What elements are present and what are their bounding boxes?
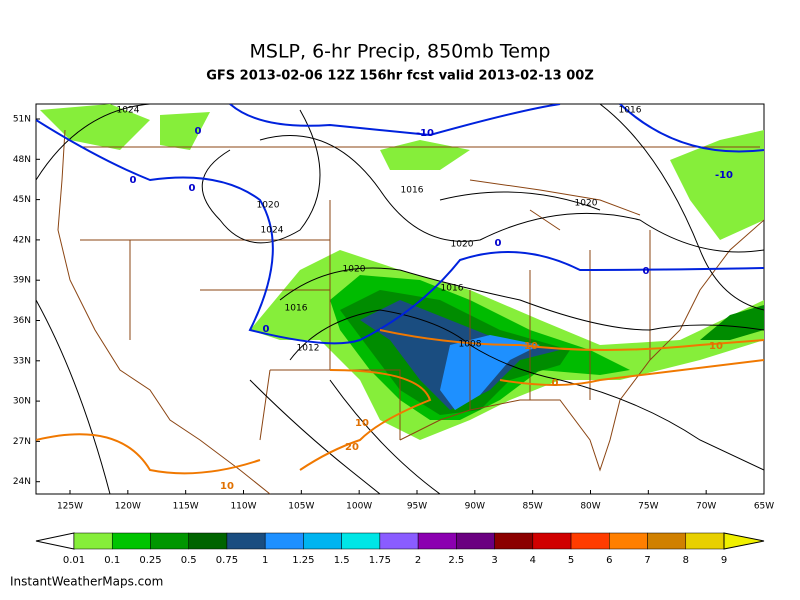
colorbar-label: 1.25 [292,555,314,566]
colorbar-label: 2 [415,555,421,566]
lon-label: 110W [230,502,256,512]
lat-label: 36N [13,316,31,326]
colorbar-swatch [73,532,113,550]
pressure-labels: 1024 1016 1020 1024 1016 1020 1020 1020 … [117,106,642,354]
isotherm-label: 0 [495,238,502,249]
isotherm-label: 0 [195,126,202,137]
isobar-label: 1024 [117,106,140,116]
colorbar-swatch [303,532,342,550]
colorbar-label: 7 [644,555,650,566]
colorbar: 0.01 0.1 0.25 0.5 0.75 1 1.25 1.5 1.75 2 2.5 3 4 5 6 7 8… [35,532,765,566]
lon-label: 65W [754,502,774,512]
colorbar-swatch [341,532,381,550]
isotherm-label: 20 [345,442,359,453]
colorbar-label: 5 [568,555,574,566]
colorbar-swatch [379,532,419,550]
isobar-label: 1024 [261,226,284,236]
isotherm-label: 0 [189,183,196,194]
lon-label: 100W [346,502,372,512]
lon-label: 85W [522,502,542,512]
isotherm-label: 0 [552,378,559,389]
colorbar-swatch [188,532,228,550]
colorbar-swatch [417,532,457,550]
isobars [36,104,764,494]
lon-label: 120W [115,502,141,512]
isobar-label: 1020 [343,265,366,275]
axis-labels: 51N 48N 45N 42N 39N 36N 33N 30N 27N 24N 125W 120W 11… [13,115,774,512]
colorbar-label: 2.5 [448,555,464,566]
colorbar-label: 0.5 [181,555,197,566]
colorbar-swatch [111,532,151,550]
lon-label: 80W [580,502,600,512]
title: MSLP, 6-hr Precip, 850mb Temp [250,41,551,63]
lat-label: 24N [13,477,31,487]
isobar-label: 1016 [441,284,464,294]
lon-label: 105W [288,502,314,512]
isotherm-label: 10 [220,481,234,492]
colorbar-swatch [647,532,687,550]
colorbar-label: 0.75 [216,555,238,566]
lat-label: 27N [13,437,31,447]
temp-labels: -10 0 0 0 -10 0 0 0 10 10 0 10 20 10 [130,126,734,492]
colorbar-label: 0.25 [139,555,161,566]
colorbar-label: 3 [491,555,497,566]
colorbar-swatch [226,532,266,550]
lon-label: 70W [696,502,716,512]
lat-label: 42N [13,235,31,245]
isotherm-label: 0 [130,175,137,186]
isotherm-label: 10 [709,341,723,352]
lat-label: 30N [13,397,31,407]
lat-label: 39N [13,276,31,286]
colorbar-swatch [570,532,610,550]
isotherm-label: -10 [715,170,733,181]
isobar-label: 1008 [459,340,482,350]
lon-label: 95W [407,502,427,512]
credit: InstantWeatherMaps.com [10,575,163,589]
isobar-label: 1016 [401,186,424,196]
map: 1024 1016 1020 1024 1016 1020 1020 1020 … [13,103,774,512]
lon-label: 75W [638,502,658,512]
borders [57,129,764,494]
colorbar-swatch [609,532,648,550]
colorbar-label: 8 [683,555,689,566]
colorbar-label: 4 [530,555,536,566]
colorbar-swatch [150,532,189,550]
isobar-label: 1016 [285,304,308,314]
isotherm-label: 10 [355,418,369,429]
colorbar-label: 1.75 [369,555,391,566]
colorbar-swatch [264,532,304,550]
subtitle: GFS 2013-02-06 12Z 156hr fcst valid 2013… [206,69,594,84]
lat-label: 33N [13,356,31,366]
colorbar-label: 1 [262,555,268,566]
lon-label: 90W [465,502,485,512]
isotherms [36,104,764,475]
colorbar-swatch [456,532,495,550]
isobar-label: 1016 [619,106,642,116]
lon-label: 115W [173,502,199,512]
isobar-label: 1020 [451,240,474,250]
isotherm-label: -10 [416,128,434,139]
lat-label: 48N [13,155,31,165]
lat-label: 45N [13,195,31,205]
isobar-label: 1020 [575,199,598,209]
colorbar-label: 1.5 [334,555,350,566]
isobar-label: 1012 [297,344,320,354]
isotherm-label: 0 [643,266,650,277]
colorbar-swatch [685,532,725,550]
colorbar-swatch [494,532,534,550]
colorbar-arrow-right [723,532,765,550]
isotherm-label: 0 [263,324,270,335]
colorbar-label: 9 [721,555,727,566]
lat-label: 51N [13,115,31,125]
colorbar-label: 0.01 [63,555,85,566]
colorbar-swatch [532,532,572,550]
colorbar-label: 6 [606,555,612,566]
isobar-label: 1020 [257,201,280,211]
colorbar-arrow-left [35,532,75,550]
isotherm-label: 10 [524,341,538,352]
colorbar-label: 0.1 [104,555,120,566]
lon-label: 125W [57,502,83,512]
